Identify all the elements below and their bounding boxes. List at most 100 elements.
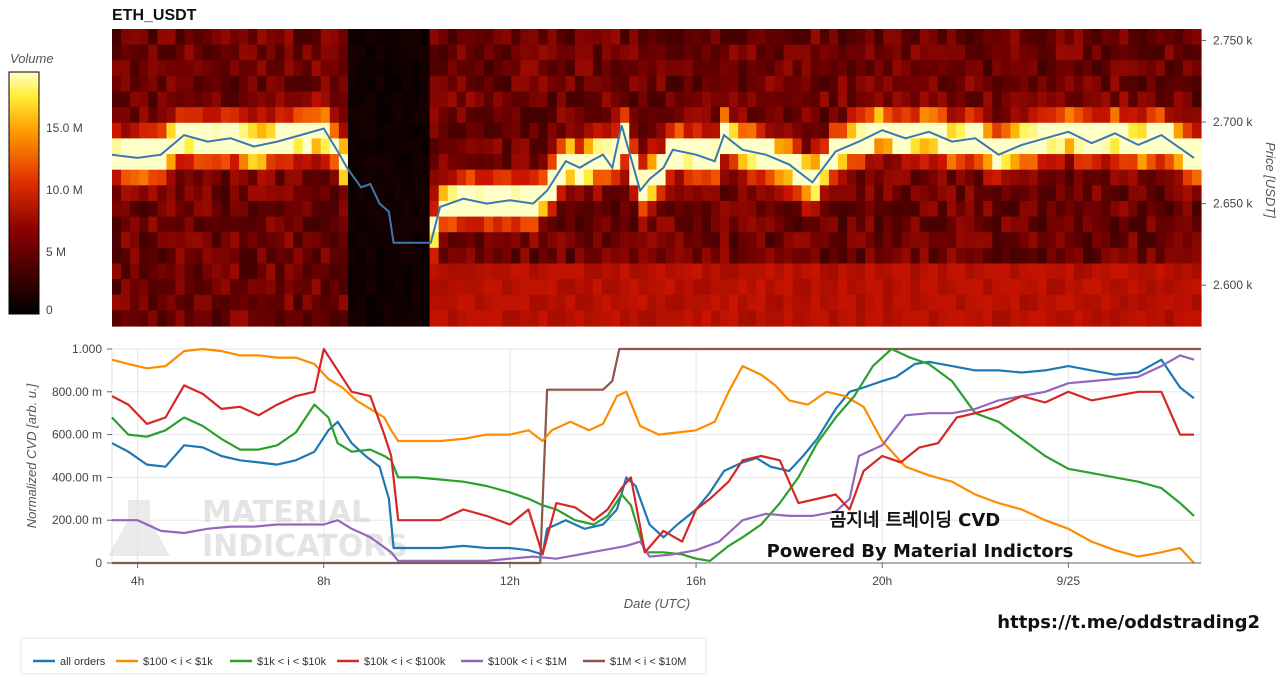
heatmap-cell — [602, 60, 612, 77]
heatmap-cell — [484, 216, 494, 233]
heatmap-cell — [493, 138, 503, 155]
heatmap-cell — [747, 91, 757, 108]
heatmap-cell — [874, 154, 884, 171]
heatmap-cell — [166, 154, 177, 171]
heatmap-cell — [121, 216, 131, 233]
heatmap-cell — [955, 44, 966, 61]
heatmap-cell — [747, 138, 757, 155]
heatmap-cell — [293, 91, 304, 108]
heatmap-cell — [121, 44, 131, 61]
heatmap-cell — [629, 75, 639, 93]
heatmap-cell — [983, 122, 993, 140]
heatmap-cell — [148, 185, 158, 202]
heatmap-cell — [883, 60, 894, 77]
heatmap-cell — [529, 60, 540, 77]
heatmap-cell — [239, 279, 249, 296]
heatmap-cell — [465, 91, 476, 108]
heatmap-cell — [692, 247, 703, 265]
heatmap-cell — [1055, 185, 1066, 202]
heatmap-cell — [1001, 279, 1012, 296]
heatmap-cell — [429, 44, 440, 61]
heatmap-cell — [928, 122, 939, 140]
heatmap-cell — [456, 60, 467, 77]
heatmap-cell — [692, 169, 703, 186]
heatmap-cell — [393, 60, 403, 77]
heatmap-cell — [211, 60, 222, 77]
telegram-link[interactable]: https://t.me/oddstrading2 — [997, 612, 1260, 633]
heatmap-cell — [683, 294, 694, 311]
heatmap-cell — [529, 185, 540, 202]
heatmap-cell — [1083, 263, 1093, 280]
heatmap-cell — [919, 279, 930, 296]
heatmap-cell — [357, 294, 367, 311]
heatmap-cell — [302, 310, 313, 327]
heatmap-cell — [130, 138, 140, 155]
heatmap-cell — [1155, 279, 1166, 296]
heatmap-cell — [674, 310, 685, 327]
heatmap-cell — [456, 200, 467, 218]
heatmap-cell — [838, 60, 848, 77]
heatmap-cell — [983, 107, 993, 124]
heatmap-cell — [665, 247, 676, 265]
heatmap-cell — [792, 294, 803, 311]
heatmap-cell — [1146, 263, 1157, 280]
heatmap-cell — [520, 294, 531, 311]
heatmap-cell — [139, 154, 149, 171]
heatmap-cell — [874, 185, 884, 202]
heatmap-cell — [121, 247, 131, 265]
heatmap-cell — [974, 216, 984, 233]
heatmap-cell — [565, 44, 576, 61]
heatmap-cell — [810, 232, 821, 249]
colorbar-tick-label: 15.0 M — [46, 121, 83, 135]
heatmap-cell — [211, 185, 222, 202]
heatmap-cell — [692, 200, 703, 218]
heatmap-cell — [420, 279, 431, 296]
x-tick-label: 9/25 — [1057, 574, 1081, 588]
heatmap-cell — [1110, 247, 1120, 265]
heatmap-cell — [411, 185, 422, 202]
heatmap-cell — [946, 232, 957, 249]
heatmap-cell — [130, 247, 140, 265]
heatmap-cell — [729, 310, 739, 327]
heatmap-cell — [239, 169, 249, 186]
heatmap-cell — [393, 216, 403, 233]
heatmap-cell — [592, 60, 603, 77]
heatmap-cell — [874, 91, 884, 108]
heatmap-cell — [1046, 122, 1057, 140]
heatmap-cell — [946, 75, 957, 93]
heatmap-cell — [1046, 107, 1057, 124]
heatmap-cell — [148, 310, 158, 327]
heatmap-cell — [810, 185, 821, 202]
heatmap-cell — [729, 138, 739, 155]
heatmap-cell — [1055, 232, 1066, 249]
heatmap-cell — [583, 263, 594, 280]
heatmap-cell — [692, 138, 703, 155]
heatmap-cell — [819, 60, 830, 77]
heatmap-cell — [547, 122, 558, 140]
heatmap-cell — [692, 91, 703, 108]
heatmap-cell — [611, 91, 621, 108]
heatmap-cell — [148, 247, 158, 265]
heatmap-cell — [792, 310, 803, 327]
heatmap-cell — [121, 60, 131, 77]
heatmap-cell — [865, 107, 875, 124]
heatmap-cell — [656, 294, 667, 311]
heatmap-cell — [393, 185, 403, 202]
heatmap-cell — [865, 185, 875, 202]
heatmap-cell — [1019, 185, 1030, 202]
heatmap-cell — [592, 294, 603, 311]
heatmap-cell — [429, 279, 440, 296]
heatmap-cell — [647, 185, 658, 202]
heatmap-cell — [220, 263, 231, 280]
heatmap-cell — [1046, 75, 1057, 93]
heatmap-cell — [511, 91, 521, 108]
heatmap-cell — [357, 44, 367, 61]
heatmap-cell — [175, 107, 186, 124]
heatmap-cell — [892, 169, 903, 186]
heatmap-cell — [384, 200, 394, 218]
heatmap-cell — [248, 216, 258, 233]
heatmap-cell — [338, 60, 349, 77]
heatmap-cell — [783, 232, 794, 249]
heatmap-cell — [1164, 75, 1175, 93]
heatmap-cell — [883, 44, 894, 61]
